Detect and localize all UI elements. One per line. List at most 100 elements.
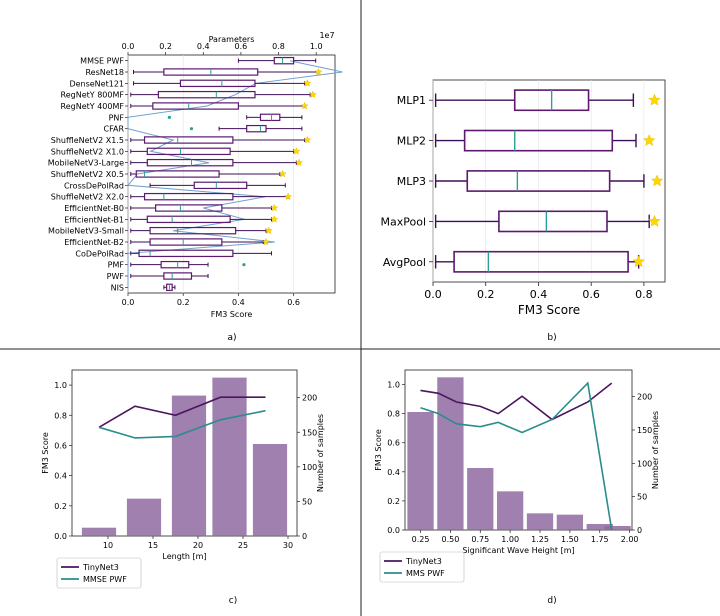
y-tick-label-a: EfficientNet-B1 xyxy=(64,215,124,224)
y-axis-label-c: FM3 Score xyxy=(41,432,50,474)
y-tick-label-a: PMF xyxy=(108,261,125,270)
best-star-b xyxy=(648,214,661,227)
parameters-line xyxy=(127,60,343,288)
panel-d: 0.25 0.50 0.75 1.00 1.25 1.50 1.75 2.000.00.20.… xyxy=(374,369,660,606)
x-tick-label-d: 0.75 xyxy=(471,535,489,544)
y-tick-label-a: PNF xyxy=(109,113,125,122)
y-tick-label-a: CrossDePolRad xyxy=(64,181,124,190)
x-tick-label-d: 1.50 xyxy=(561,535,579,544)
y-tick-label-a: MobileNetV3-Small xyxy=(48,227,124,236)
y-tick-label-c: 0.0 xyxy=(54,532,67,541)
y-tick-label-a: MMSE PWF xyxy=(80,57,124,66)
best-star-a xyxy=(284,192,293,201)
sample-count-bar-d xyxy=(496,491,524,530)
box-a xyxy=(143,136,234,144)
y-tick-label-a: MobileNetV3-Large xyxy=(48,159,124,168)
box-a xyxy=(146,158,234,167)
top-tick-label-a: 0.0 xyxy=(122,42,135,51)
legend-label-d: TinyNet3 xyxy=(405,557,442,566)
best-star-a xyxy=(262,237,270,246)
box-b xyxy=(463,129,614,152)
x-tick-label-a: 0.6 xyxy=(287,298,300,307)
box-a xyxy=(143,192,234,201)
box-a xyxy=(146,147,231,156)
x-tick-label-b: 0.6 xyxy=(582,288,600,301)
outlier-a xyxy=(189,127,194,131)
series-line-c-1 xyxy=(98,409,266,439)
y2-tick-label-c: 100 xyxy=(302,463,317,472)
y-tick-label-a: NIS xyxy=(111,283,124,292)
box-a xyxy=(163,272,193,280)
panel-label-b: b) xyxy=(547,333,556,343)
sample-count-bar-c xyxy=(81,527,117,536)
y-tick-label-b: AvgPool xyxy=(383,256,426,269)
top-tick-label-a: 0.2 xyxy=(159,42,172,51)
x-axis-label-c: Length [m] xyxy=(162,552,206,561)
y-tick-label-a: DenseNet121 xyxy=(69,79,124,88)
panel-label-c: c) xyxy=(229,596,237,606)
y-tick-label-d: 0.0 xyxy=(387,526,400,535)
box-b xyxy=(466,170,611,192)
y-tick-label-d: 0.2 xyxy=(387,497,400,506)
y2-tick-label-d: 100 xyxy=(637,459,652,468)
legend-c xyxy=(56,557,142,589)
x-tick-label-c: 25 xyxy=(238,541,248,550)
sample-count-bar-d xyxy=(556,514,584,530)
x-tick-label-b: 0.8 xyxy=(635,288,653,301)
x-tick-label-d: 2.00 xyxy=(621,535,639,544)
panel-label-d: d) xyxy=(547,596,556,606)
x-tick-label-b: 0.2 xyxy=(477,288,495,301)
y-tick-label-b: MLP3 xyxy=(397,175,426,188)
best-star-a xyxy=(300,101,309,110)
best-star-a xyxy=(295,158,303,167)
top-tick-label-a: 0.8 xyxy=(272,42,285,51)
y-tick-label-d: 0.4 xyxy=(387,468,400,477)
y-tick-label-a: ResNet18 xyxy=(85,68,124,77)
sample-count-bar-d xyxy=(604,526,631,530)
best-star-b xyxy=(632,255,645,268)
y-tick-label-c: 0.8 xyxy=(54,411,67,420)
best-star-a xyxy=(303,135,312,144)
box-a xyxy=(135,170,220,178)
y-tick-label-d: 0.8 xyxy=(387,410,400,419)
y2-tick-label-d: 150 xyxy=(637,426,652,435)
top-tick-label-a: 1.0 xyxy=(310,42,323,51)
sample-count-bar-d xyxy=(407,412,434,530)
legend-label-c: MMSE PWF xyxy=(83,575,127,584)
x-tick-label-a: 0.4 xyxy=(232,298,245,307)
best-star-b xyxy=(643,134,656,146)
y2-tick-label-d: 200 xyxy=(637,393,652,402)
top-tick-label-a: 0.4 xyxy=(197,42,210,51)
box-a xyxy=(149,226,237,235)
series-line-c-0 xyxy=(98,396,266,428)
panel-b: 0.0 0.2 0.4 0.6 0.8 FM3 Score MLP1 MLP2 MLP3 MaxP… xyxy=(381,79,666,343)
x-tick-label-d: 1.75 xyxy=(591,535,609,544)
box-a xyxy=(152,102,239,110)
y-tick-label-a: ShuffleNetV2 X0.5 xyxy=(51,170,124,179)
y2-tick-label-c: 0 xyxy=(302,532,307,541)
box-a xyxy=(146,215,231,224)
best-star-a xyxy=(303,79,312,87)
y2-tick-label-c: 200 xyxy=(302,394,317,403)
x-axis-label-a: FM3 Score xyxy=(211,310,253,319)
best-star-b xyxy=(650,174,664,187)
panel-c: 10 15 20 25 30 0.0 0.2 0.4 0.6 0.8 1.0 0 50 100 150 200… xyxy=(41,369,325,606)
y-tick-label-a: RegNetY 800MF xyxy=(61,91,125,100)
panel-a: 0.0 0.2 0.4 0.6 0.0 0.2 0.4 0.6 0.8 1.0 Parameters… xyxy=(48,31,343,343)
y-tick-label-a: EfficientNet-B0 xyxy=(64,204,124,213)
y-tick-label-b: MLP1 xyxy=(397,94,426,107)
x-tick-label-b: 0.0 xyxy=(424,288,442,301)
best-star-a xyxy=(264,226,273,235)
sample-count-bar-c xyxy=(171,395,207,536)
outlier-a xyxy=(242,263,246,267)
y2-axis-label-c: Number of samples xyxy=(316,414,325,492)
x-axis-label-d: Significant Wave Height [m] xyxy=(462,546,574,555)
y2-tick-label-d: 50 xyxy=(637,493,647,502)
y2-tick-label-d: 0 xyxy=(637,526,642,535)
x-tick-label-d: 0.25 xyxy=(412,535,430,544)
sample-count-bar-d xyxy=(586,524,613,530)
y2-tick-label-c: 50 xyxy=(302,497,312,506)
y-tick-label-b: MLP2 xyxy=(397,135,426,148)
legend-d xyxy=(379,551,465,583)
